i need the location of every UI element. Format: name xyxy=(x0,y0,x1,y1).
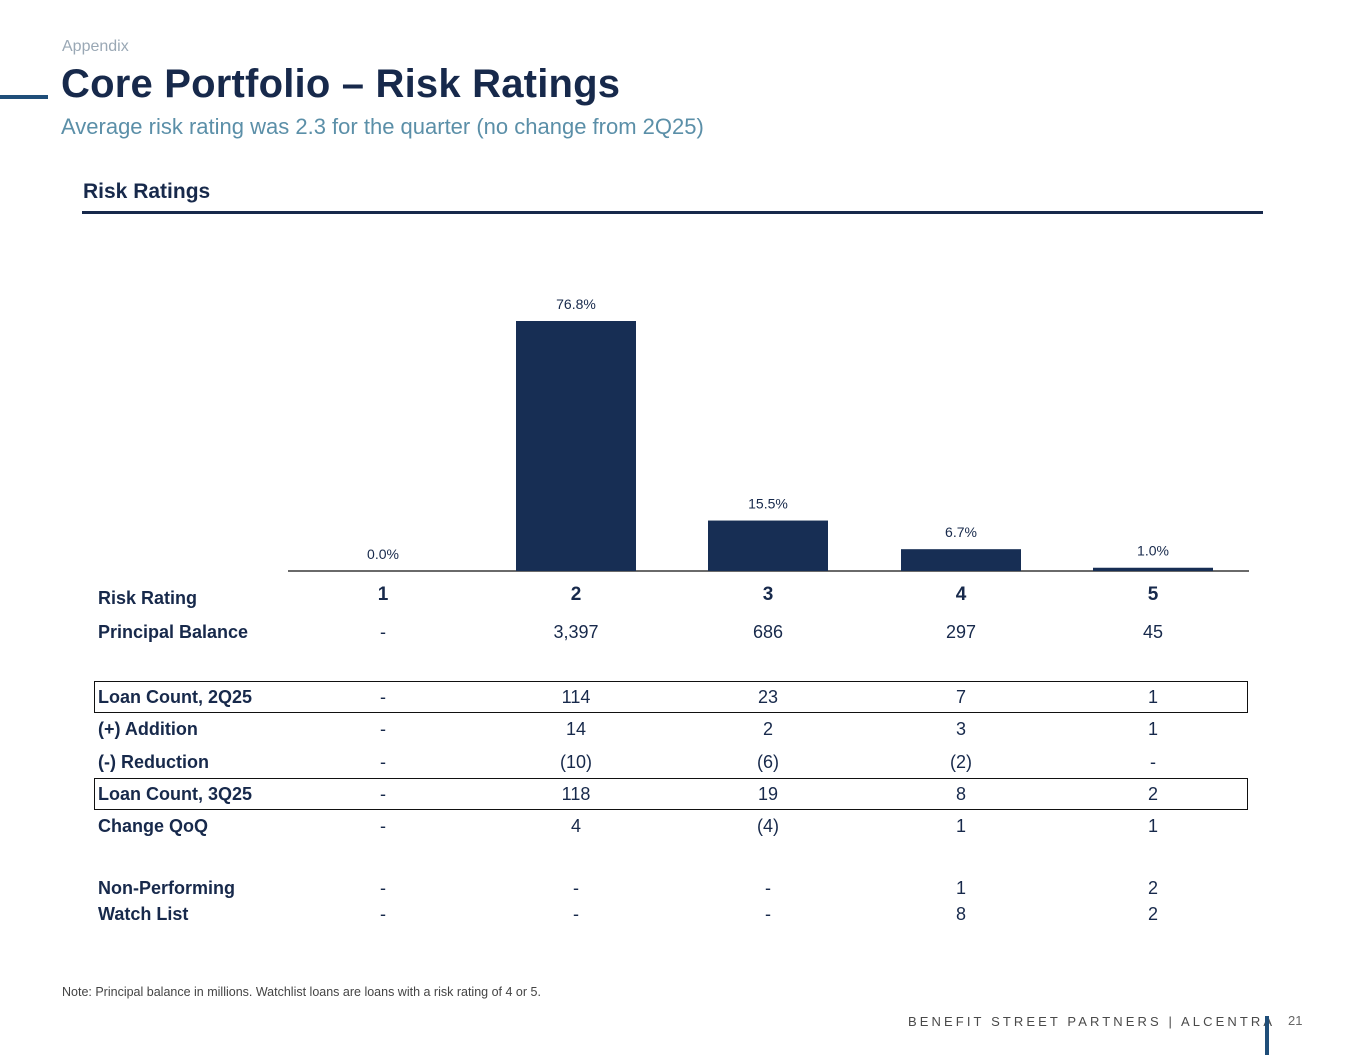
chart-heading: Risk Ratings xyxy=(83,180,211,203)
table-cell: 297 xyxy=(945,622,977,642)
table-cell: 3 xyxy=(955,719,966,739)
table-cell: 23 xyxy=(757,687,779,707)
table-cell: 686 xyxy=(752,622,784,642)
table-cell: 14 xyxy=(565,719,587,739)
table-cell: - xyxy=(380,719,386,739)
highlighted-row-box xyxy=(94,778,1248,810)
footer-brand: BENEFIT STREET PARTNERS | ALCENTRA xyxy=(908,1014,1276,1029)
highlighted-row-box xyxy=(94,681,1248,713)
table-cell: 2 xyxy=(1147,784,1158,804)
table-cell: 4 xyxy=(570,816,581,836)
page-title: Core Portfolio – Risk Ratings xyxy=(61,62,621,106)
table-cell: 3,397 xyxy=(553,622,599,642)
table-cell: - xyxy=(1150,752,1156,772)
page-subtitle: Average risk rating was 2.3 for the quar… xyxy=(61,114,704,139)
table-row-label: Loan Count, 3Q25 xyxy=(98,784,253,804)
table-row-label: Change QoQ xyxy=(98,816,209,836)
table-cell: (10) xyxy=(559,752,592,772)
footer-accent-bar xyxy=(1265,1016,1269,1055)
bar-value-label-2: 76.8% xyxy=(556,296,596,312)
section-label: Appendix xyxy=(62,38,129,55)
table-cell: 45 xyxy=(1142,622,1164,642)
table-cell: 118 xyxy=(561,784,591,804)
table-cell: 8 xyxy=(955,784,966,804)
table-row-label: (+) Addition xyxy=(98,719,198,739)
table-cell: - xyxy=(380,622,386,642)
table-cell: - xyxy=(380,878,386,898)
bar-value-label-1: 0.0% xyxy=(367,546,399,562)
table-cell: 2 xyxy=(1147,878,1158,898)
table-cell: - xyxy=(573,878,579,898)
table-cell: (6) xyxy=(757,752,779,772)
heading-rule xyxy=(82,211,1263,214)
bar-rating-2 xyxy=(516,321,636,571)
table-cell: - xyxy=(380,816,386,836)
table-cell: 1 xyxy=(1147,816,1158,836)
table-cell: - xyxy=(573,904,579,924)
bar-value-label-3: 15.5% xyxy=(748,496,788,512)
table-cell: 2 xyxy=(1147,904,1158,924)
table-cell: - xyxy=(380,904,386,924)
table-cell: 114 xyxy=(561,687,591,707)
table-cell: 1 xyxy=(955,816,966,836)
table-cell: - xyxy=(765,878,771,898)
table-cell: 7 xyxy=(955,687,966,707)
table-cell: 1 xyxy=(1147,687,1158,707)
table-row-label: Loan Count, 2Q25 xyxy=(98,687,253,707)
bar-value-label-4: 6.7% xyxy=(945,524,977,540)
bar-rating-5 xyxy=(1093,567,1213,571)
table-cell: - xyxy=(765,904,771,924)
table-cell: - xyxy=(380,687,386,707)
rating-category-2: 2 xyxy=(570,584,582,605)
table-row-label: Watch List xyxy=(98,904,189,924)
table-cell: (4) xyxy=(757,816,779,836)
risk-rating-bar-chart: 0.0% 76.8% 15.5% 6.7% 1.0% xyxy=(288,296,1249,572)
bar-rating-4 xyxy=(901,549,1021,571)
rating-category-1: 1 xyxy=(377,584,389,605)
table-cell: 1 xyxy=(955,878,966,898)
footnote: Note: Principal balance in millions. Wat… xyxy=(62,985,541,999)
bar-value-label-5: 1.0% xyxy=(1137,543,1169,559)
table-header-label: Risk Rating xyxy=(98,588,198,608)
bar-rating-3 xyxy=(708,520,828,571)
table-cell: 1 xyxy=(1147,719,1158,739)
rating-category-5: 5 xyxy=(1147,584,1159,605)
page-number: 21 xyxy=(1288,1013,1303,1028)
rating-category-3: 3 xyxy=(762,584,774,605)
table-row-label: (-) Reduction xyxy=(98,752,209,772)
rating-category-4: 4 xyxy=(955,584,967,605)
table-cell: - xyxy=(380,752,386,772)
table-cell: 8 xyxy=(955,904,966,924)
table-row-label: Principal Balance xyxy=(98,622,249,642)
table-cell: (2) xyxy=(950,752,972,772)
table-row-label: Non-Performing xyxy=(98,878,235,898)
table-cell: 2 xyxy=(762,719,773,739)
title-accent-bar xyxy=(0,95,48,99)
table-cell: 19 xyxy=(757,784,779,804)
table-cell: - xyxy=(380,784,386,804)
